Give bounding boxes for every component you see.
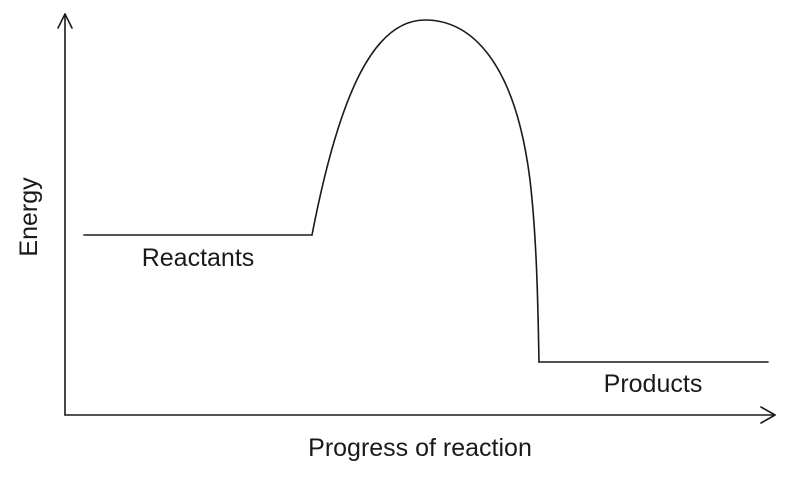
energy-curve xyxy=(83,19,769,363)
products-label: Products xyxy=(604,370,703,398)
x-axis-arrowhead xyxy=(760,406,776,424)
y-axis-arrowhead xyxy=(57,13,73,29)
x-axis-label: Progress of reaction xyxy=(308,434,532,462)
y-axis-label: Energy xyxy=(15,177,43,257)
reactants-label: Reactants xyxy=(142,244,255,272)
activation-energy-hump xyxy=(311,19,540,363)
y-axis xyxy=(57,13,73,416)
x-axis xyxy=(64,406,776,424)
